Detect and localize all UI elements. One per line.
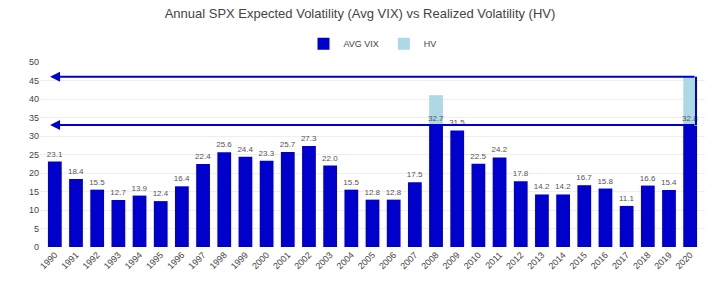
svg-text:AVG VIX: AVG VIX — [344, 39, 379, 49]
svg-text:2002: 2002 — [292, 250, 313, 271]
svg-text:18.4: 18.4 — [68, 167, 84, 176]
svg-text:25: 25 — [29, 150, 39, 160]
svg-text:14.2: 14.2 — [534, 182, 550, 191]
svg-text:16.6: 16.6 — [640, 174, 656, 183]
svg-text:31.5: 31.5 — [449, 118, 465, 127]
svg-text:27.3: 27.3 — [301, 134, 317, 143]
svg-text:20: 20 — [29, 168, 39, 178]
svg-text:15.8: 15.8 — [597, 177, 613, 186]
svg-text:13.9: 13.9 — [131, 184, 147, 193]
svg-text:16.4: 16.4 — [174, 174, 190, 183]
svg-text:12.7: 12.7 — [110, 188, 126, 197]
svg-text:1993: 1993 — [102, 250, 123, 271]
svg-text:1996: 1996 — [165, 250, 186, 271]
svg-text:23.3: 23.3 — [259, 149, 275, 158]
svg-text:2010: 2010 — [462, 250, 483, 271]
svg-text:1991: 1991 — [59, 250, 80, 271]
svg-text:22.4: 22.4 — [195, 152, 211, 161]
svg-text:50: 50 — [29, 57, 39, 67]
svg-text:14.2: 14.2 — [555, 182, 571, 191]
svg-text:2009: 2009 — [441, 250, 462, 271]
svg-text:45: 45 — [29, 76, 39, 86]
svg-text:22.5: 22.5 — [470, 152, 486, 161]
svg-text:11.1: 11.1 — [619, 194, 635, 203]
svg-text:16.7: 16.7 — [576, 173, 592, 182]
svg-text:22.0: 22.0 — [322, 154, 338, 163]
svg-text:1995: 1995 — [144, 250, 165, 271]
svg-text:2014: 2014 — [546, 250, 567, 271]
svg-text:2001: 2001 — [271, 250, 292, 271]
svg-text:2003: 2003 — [314, 250, 335, 271]
svg-text:25.7: 25.7 — [280, 140, 296, 149]
svg-text:25.6: 25.6 — [216, 140, 232, 149]
svg-text:30: 30 — [29, 131, 39, 141]
svg-text:23.1: 23.1 — [47, 150, 63, 159]
svg-text:1999: 1999 — [229, 250, 250, 271]
svg-text:2013: 2013 — [525, 250, 546, 271]
svg-text:24.4: 24.4 — [237, 145, 253, 154]
svg-text:2006: 2006 — [377, 250, 398, 271]
svg-text:1998: 1998 — [208, 250, 229, 271]
svg-text:2012: 2012 — [504, 250, 525, 271]
svg-text:Annual SPX Expected Volatility: Annual SPX Expected Volatility (Avg VIX)… — [165, 6, 556, 21]
svg-text:40: 40 — [29, 94, 39, 104]
svg-text:2008: 2008 — [419, 250, 440, 271]
svg-text:24.2: 24.2 — [492, 145, 508, 154]
svg-text:1990: 1990 — [38, 250, 59, 271]
svg-text:2020: 2020 — [674, 250, 695, 271]
svg-text:15: 15 — [29, 187, 39, 197]
svg-text:32.8: 32.8 — [682, 114, 698, 123]
svg-text:17.5: 17.5 — [407, 170, 423, 179]
svg-text:2015: 2015 — [568, 250, 589, 271]
svg-text:2016: 2016 — [589, 250, 610, 271]
svg-text:HV: HV — [424, 39, 437, 49]
svg-text:12.4: 12.4 — [153, 189, 169, 198]
svg-text:5: 5 — [34, 224, 39, 234]
svg-text:2000: 2000 — [250, 250, 271, 271]
svg-text:12.8: 12.8 — [364, 188, 380, 197]
svg-text:2018: 2018 — [631, 250, 652, 271]
svg-text:2019: 2019 — [652, 250, 673, 271]
svg-text:2004: 2004 — [335, 250, 356, 271]
svg-text:1992: 1992 — [81, 250, 102, 271]
svg-text:1997: 1997 — [186, 250, 207, 271]
svg-text:2007: 2007 — [398, 250, 419, 271]
svg-text:2011: 2011 — [483, 250, 504, 271]
svg-text:35: 35 — [29, 113, 39, 123]
svg-text:32.7: 32.7 — [428, 114, 444, 123]
svg-text:15.5: 15.5 — [343, 178, 359, 187]
svg-text:15.4: 15.4 — [661, 178, 677, 187]
svg-text:10: 10 — [29, 205, 39, 215]
svg-text:2005: 2005 — [356, 250, 377, 271]
svg-text:0: 0 — [34, 242, 39, 252]
svg-text:17.8: 17.8 — [513, 169, 529, 178]
svg-text:2017: 2017 — [610, 250, 631, 271]
svg-text:12.8: 12.8 — [386, 188, 402, 197]
svg-text:1994: 1994 — [123, 250, 144, 271]
svg-text:15.5: 15.5 — [89, 178, 105, 187]
